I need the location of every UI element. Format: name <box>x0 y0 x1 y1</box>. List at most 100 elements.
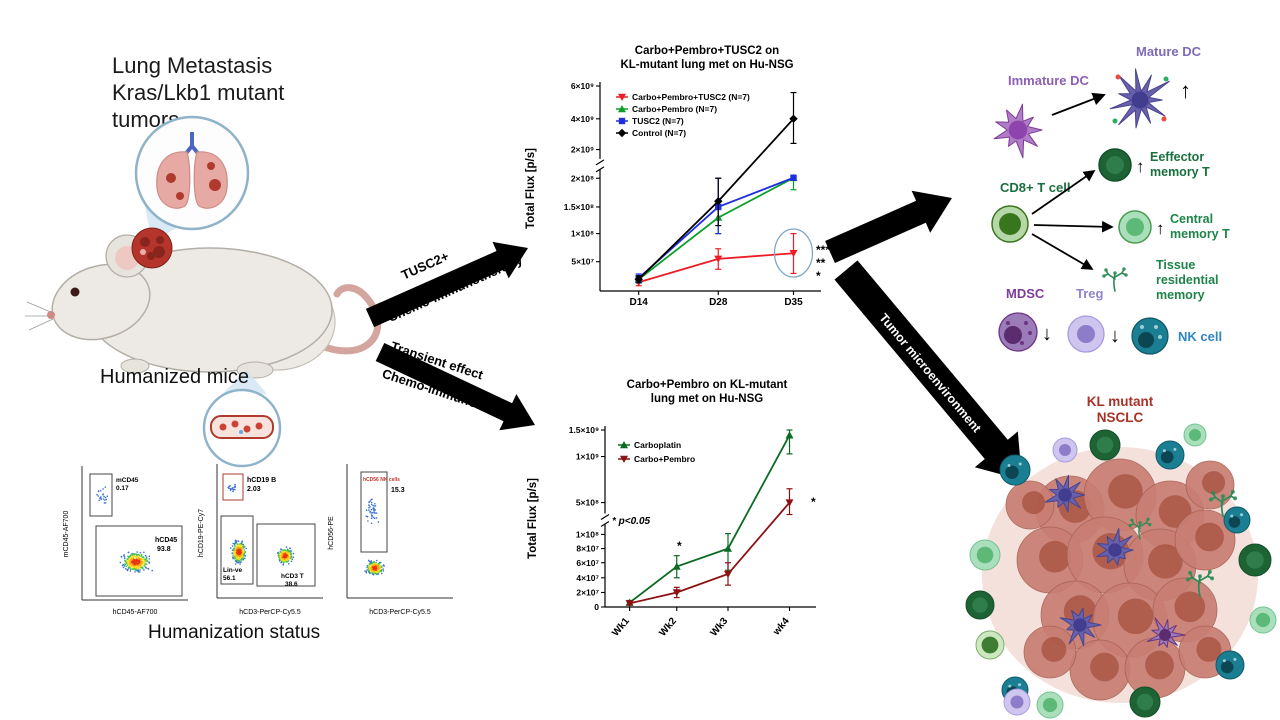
svg-text:1×10⁹: 1×10⁹ <box>576 452 599 462</box>
svg-text:*: * <box>816 269 821 283</box>
svg-text:wk4: wk4 <box>771 616 793 639</box>
cd8-to-central-arrow <box>1033 220 1114 233</box>
tumor-infiltrating-cells <box>965 423 1277 719</box>
mouse-eye <box>70 287 80 297</box>
svg-text:***: *** <box>816 243 830 257</box>
effector-label-2: memory T <box>1150 165 1210 179</box>
treg-cell <box>1067 315 1105 353</box>
svg-text:6×10⁹: 6×10⁹ <box>571 81 594 91</box>
svg-text:Total Flux [p/s]: Total Flux [p/s] <box>527 478 539 559</box>
mature-dc-cell <box>1109 68 1170 129</box>
flow2-scatter <box>227 483 295 566</box>
svg-text:D28: D28 <box>709 297 728 308</box>
immature-dc-label: Immature DC <box>1008 73 1090 88</box>
svg-text:5×10⁸: 5×10⁸ <box>576 498 599 508</box>
flow3-xlabel: hCD3-PerCP-Cy5.5 <box>369 609 431 616</box>
svg-text:lung met on Hu-NSG: lung met on Hu-NSG <box>651 393 763 405</box>
effector-label-1: Eeffector <box>1150 150 1204 164</box>
flow-plot-cd45: mCD45-AF700 hCD45-AF700 mCD45 0.17 hCD45… <box>63 466 188 616</box>
svg-text:Carbo+Pembro+TUSC2 (N=7): Carbo+Pembro+TUSC2 (N=7) <box>632 92 750 102</box>
left-title: Lung Metastasis Kras/Lkb1 mutant tumors <box>112 52 284 133</box>
immune-cell-panel: Immature DC Mature DC ↑ CD8+ T cell ↑ Ee… <box>991 44 1230 355</box>
svg-text:2×10⁸: 2×10⁸ <box>571 173 594 183</box>
tumor-on-back <box>131 227 173 269</box>
flow3-gate1-value: 15.3 <box>391 487 405 494</box>
flow1-gate1-value: 0.17 <box>116 485 129 492</box>
flow2-gate-t <box>256 523 316 587</box>
tumor-label-1: KL mutant <box>1087 394 1154 409</box>
svg-text:* p<0.05: * p<0.05 <box>612 516 651 527</box>
svg-text:1.5×10⁸: 1.5×10⁸ <box>564 202 594 212</box>
flow1-gate1-label: mCD45 <box>116 477 139 484</box>
svg-text:1×10⁸: 1×10⁸ <box>576 529 599 539</box>
humanization-status-label: Humanization status <box>148 622 321 643</box>
chart-carbo-pembro-tusc2: Carbo+Pembro+TUSC2 on KL-mutant lung met … <box>525 45 830 308</box>
svg-text:8×10⁷: 8×10⁷ <box>576 544 599 554</box>
humanized-mice-label: Humanized mice <box>100 366 249 388</box>
immature-dc-cell <box>993 103 1043 159</box>
svg-text:D35: D35 <box>784 297 803 308</box>
tissue-label-3: memory <box>1156 288 1205 302</box>
tissue-label-2: residential <box>1156 273 1219 287</box>
flow2-xlabel: hCD3-PerCP-Cy5.5 <box>239 609 301 616</box>
mouse-illustration <box>25 115 382 468</box>
cd8-to-tissue-arrow <box>1031 233 1094 270</box>
svg-text:TUSC2 (N=7): TUSC2 (N=7) <box>632 116 684 126</box>
tumor-mass <box>982 447 1258 703</box>
flow1-gate-mcd45 <box>89 473 113 517</box>
flow1-gate2-value: 93.8 <box>157 546 171 553</box>
mdsc-down-arrow-icon: ↓ <box>1042 323 1052 345</box>
flow2-ylabel: hCD19-PE-Cy7 <box>198 509 205 557</box>
svg-text:4×10⁷: 4×10⁷ <box>576 573 599 583</box>
flow2-gate-linve <box>220 515 254 585</box>
nk-cell <box>1131 317 1169 355</box>
lung-inset <box>134 115 250 231</box>
flow2-gate3-label: hCD3 T <box>281 573 304 580</box>
svg-text:0: 0 <box>594 602 599 612</box>
svg-text:Carbo+Pembro+TUSC2 on: Carbo+Pembro+TUSC2 on <box>635 45 779 57</box>
mouse-whiskers <box>25 301 54 331</box>
central-up-arrow-icon: ↑ <box>1156 219 1165 238</box>
flow1-gate2-label: hCD45 <box>155 537 177 544</box>
flow2-gate2-label: Lin-ve <box>223 567 243 574</box>
tissue-label-1: Tissue <box>1156 258 1195 272</box>
svg-text:Carbo+Pembro on KL-mutant: Carbo+Pembro on KL-mutant <box>627 379 788 391</box>
flow1-gate-hcd45 <box>95 525 183 597</box>
svg-text:KL-mutant lung met on Hu-NSG: KL-mutant lung met on Hu-NSG <box>620 59 793 71</box>
svg-text:2×10⁹: 2×10⁹ <box>571 145 594 155</box>
svg-text:Total Flux [p/s]: Total Flux [p/s] <box>525 148 537 229</box>
flow2-gate1-value: 2.03 <box>247 486 261 493</box>
svg-text:4×10⁹: 4×10⁹ <box>571 114 594 124</box>
treg-down-arrow-icon: ↓ <box>1110 325 1120 347</box>
tissue-memory-cell <box>1102 267 1128 292</box>
svg-text:2×10⁷: 2×10⁷ <box>576 587 599 597</box>
mdsc-label: MDSC <box>1006 286 1045 301</box>
flow1-xlabel: hCD45-AF700 <box>113 609 158 616</box>
flow2-gate3-value: 38.6 <box>285 581 298 588</box>
svg-text:*: * <box>677 539 682 553</box>
title-line-1: Lung Metastasis <box>112 53 273 78</box>
svg-text:5×10⁷: 5×10⁷ <box>571 257 594 267</box>
svg-text:Wk1: Wk1 <box>610 616 632 639</box>
flow1-scatter <box>96 486 153 573</box>
svg-text:1.5×10⁹: 1.5×10⁹ <box>569 425 599 435</box>
flow-plot-nk: hCD56-PE hCD3-PerCP-Cy5.5 hCD56 NK cells… <box>328 464 453 616</box>
flow-plot-bt: hCD19-PE-Cy7 hCD3-PerCP-Cy5.5 hCD19 B 2.… <box>198 464 323 616</box>
svg-text:Carbo+Pembro: Carbo+Pembro <box>634 454 695 464</box>
central-memory-cell <box>1118 210 1152 244</box>
effector-memory-cell <box>1098 148 1132 182</box>
blood-vessel-inset <box>202 388 282 468</box>
nk-cell-label: NK cell <box>1178 329 1222 344</box>
mdsc-cell <box>998 312 1038 352</box>
central-label-1: Central <box>1170 212 1213 226</box>
flow2-gate-b <box>222 473 244 501</box>
mature-dc-label: Mature DC <box>1136 44 1202 59</box>
vessel-inset-wedge <box>220 370 267 396</box>
svg-text:Carboplatin: Carboplatin <box>634 440 681 450</box>
effector-up-arrow-icon: ↑ <box>1136 157 1145 176</box>
svg-text:Control (N=7): Control (N=7) <box>632 128 686 138</box>
chart-carbo-pembro: Carbo+Pembro on KL-mutant lung met on Hu-… <box>527 379 816 639</box>
mouse-body <box>25 234 382 379</box>
svg-text:D14: D14 <box>630 297 649 308</box>
cd8-t-cell <box>991 205 1029 243</box>
